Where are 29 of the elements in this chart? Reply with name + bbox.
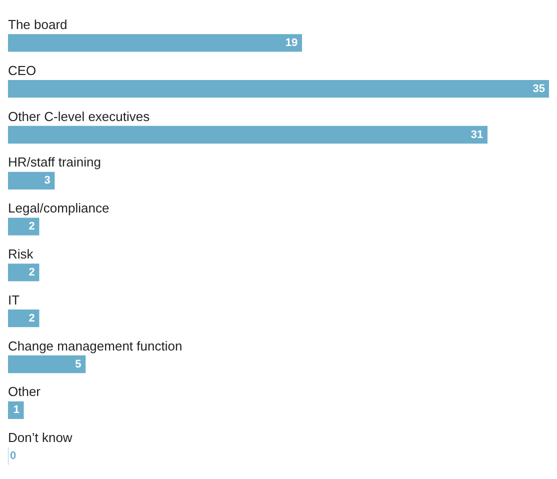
data-label: 2 — [28, 312, 35, 324]
data-label: 3 — [44, 174, 50, 187]
y-tick-label: Other C-level executives — [8, 108, 150, 124]
y-tick-label: Legal/compliance — [8, 200, 110, 216]
bar — [8, 218, 40, 236]
data-label: 35 — [532, 82, 545, 95]
bar — [8, 80, 549, 98]
y-tick-label: Don’t know — [8, 430, 73, 446]
bar — [8, 264, 40, 282]
y-tick-label: CEO — [8, 62, 36, 78]
data-label: 19 — [285, 36, 298, 49]
data-label: 2 — [28, 220, 35, 233]
y-tick-label: Other — [8, 384, 42, 400]
bar — [8, 355, 86, 374]
y-tick-label: HR/staff training — [8, 154, 101, 170]
y-tick-label: IT — [8, 292, 20, 308]
data-label: 31 — [470, 128, 484, 141]
bar — [8, 126, 488, 144]
data-label: 0 — [10, 450, 16, 462]
bar — [8, 34, 302, 52]
bar — [8, 172, 55, 190]
bar — [8, 310, 40, 328]
y-tick-label: The board — [8, 16, 68, 32]
data-label: 2 — [28, 266, 35, 278]
data-label: 5 — [75, 358, 82, 370]
y-tick-label: Risk — [8, 246, 34, 262]
y-tick-label: Change management function — [8, 338, 182, 354]
bar — [8, 401, 24, 419]
data-label: 1 — [13, 404, 20, 416]
